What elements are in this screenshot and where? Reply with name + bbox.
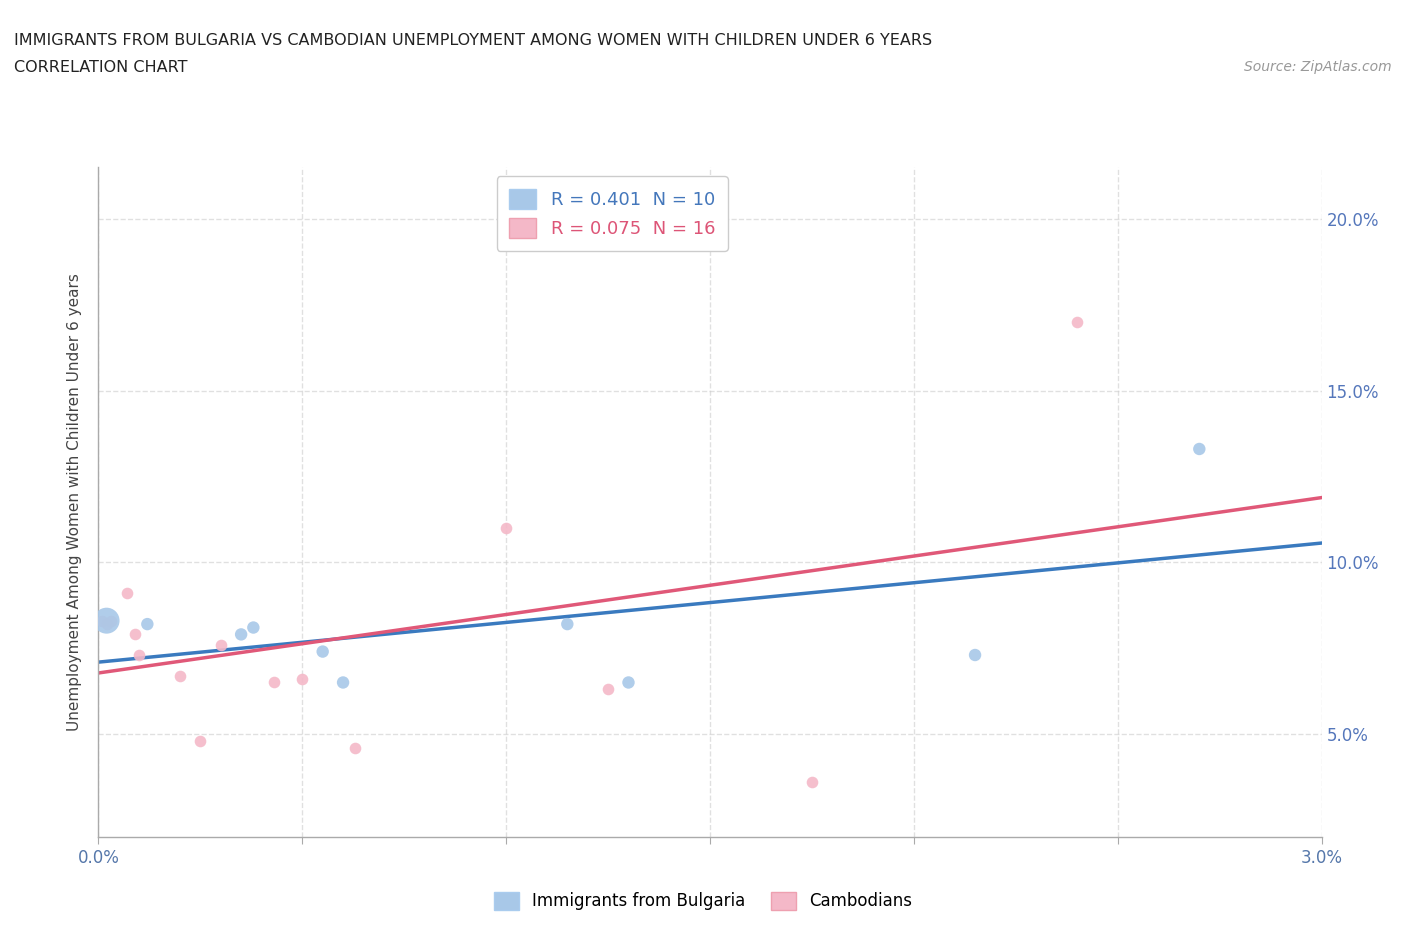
Point bbox=[344, 740, 367, 755]
Point bbox=[1188, 442, 1211, 457]
Point bbox=[96, 613, 118, 628]
Point bbox=[100, 613, 122, 628]
Point bbox=[617, 675, 640, 690]
Point bbox=[311, 644, 335, 659]
Point bbox=[169, 668, 191, 683]
Point bbox=[332, 675, 354, 690]
Point bbox=[263, 675, 285, 690]
Point bbox=[188, 734, 212, 749]
Point bbox=[495, 521, 517, 536]
Point bbox=[242, 620, 264, 635]
Text: IMMIGRANTS FROM BULGARIA VS CAMBODIAN UNEMPLOYMENT AMONG WOMEN WITH CHILDREN UND: IMMIGRANTS FROM BULGARIA VS CAMBODIAN UN… bbox=[14, 33, 932, 47]
Point bbox=[96, 617, 118, 631]
Point bbox=[231, 627, 253, 642]
Legend: Immigrants from Bulgaria, Cambodians: Immigrants from Bulgaria, Cambodians bbox=[488, 885, 918, 917]
Point bbox=[291, 671, 314, 686]
Legend: R = 0.401  N = 10, R = 0.075  N = 16: R = 0.401 N = 10, R = 0.075 N = 16 bbox=[496, 177, 728, 250]
Y-axis label: Unemployment Among Women with Children Under 6 years: Unemployment Among Women with Children U… bbox=[67, 273, 83, 731]
Point bbox=[91, 613, 114, 628]
Point bbox=[115, 586, 138, 601]
Point bbox=[801, 775, 824, 790]
Point bbox=[555, 617, 579, 631]
Point bbox=[124, 627, 146, 642]
Point bbox=[209, 637, 232, 652]
Text: CORRELATION CHART: CORRELATION CHART bbox=[14, 60, 187, 75]
Point bbox=[598, 682, 620, 697]
Point bbox=[1066, 314, 1088, 329]
Point bbox=[136, 617, 159, 631]
Point bbox=[963, 647, 986, 662]
Point bbox=[128, 647, 150, 662]
Text: Source: ZipAtlas.com: Source: ZipAtlas.com bbox=[1244, 60, 1392, 74]
